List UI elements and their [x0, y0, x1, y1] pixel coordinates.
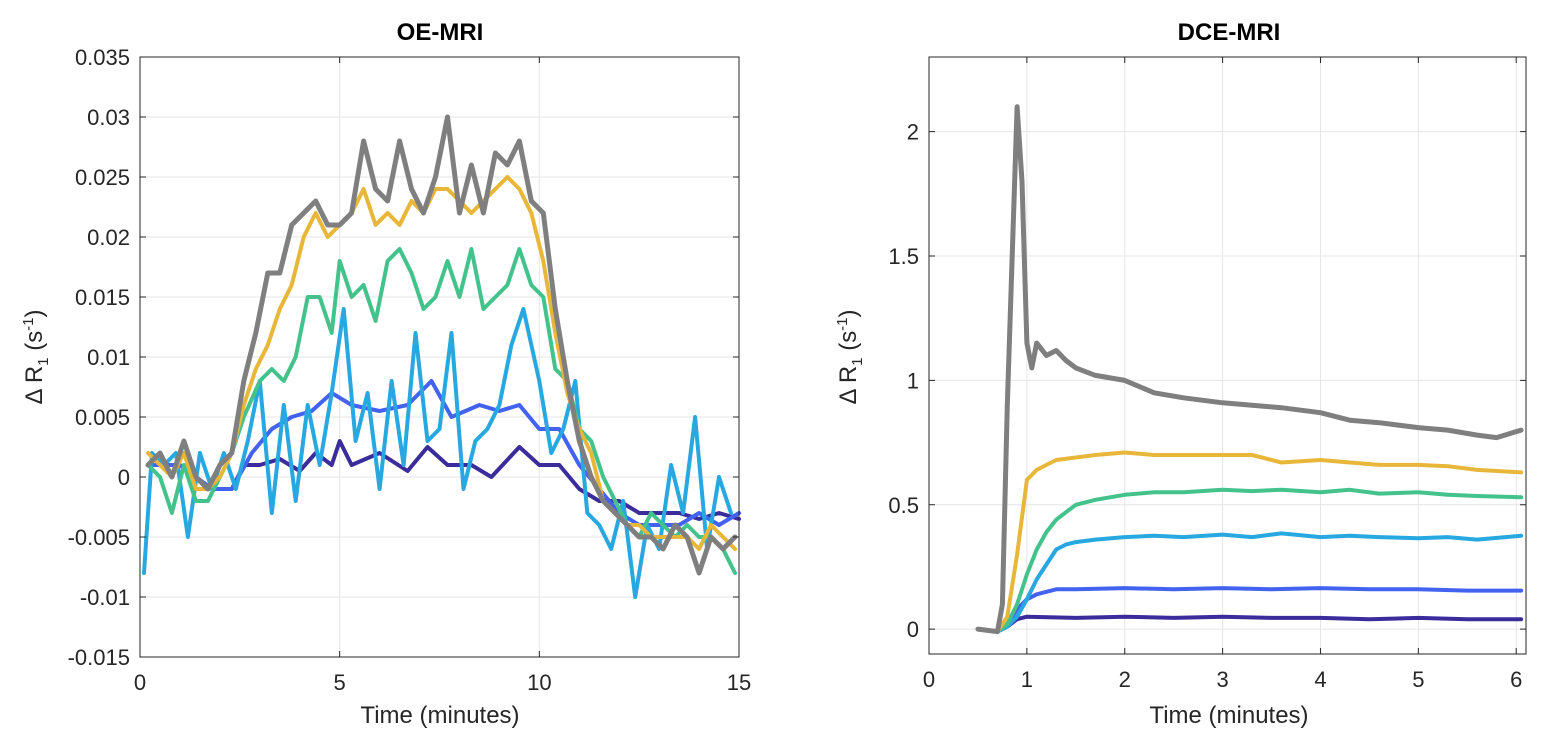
y-tick-label: 0.035 — [75, 45, 130, 70]
oe-mri-title: OE-MRI — [397, 19, 484, 46]
series-navy-line — [146, 439, 741, 521]
ylabel-suffix: ) — [21, 309, 48, 317]
x-tick-label: 6 — [1510, 667, 1522, 692]
x-tick-label: 0 — [134, 670, 146, 695]
x-tick-label: 15 — [727, 670, 751, 695]
series-cyan-line — [142, 307, 733, 599]
ylabel-prefix: Δ R — [835, 366, 862, 405]
oe-mri-xlabel: Time (minutes) — [360, 702, 519, 729]
x-tick-label: 10 — [527, 670, 551, 695]
ylabel-subscript: 1 — [35, 357, 52, 365]
series-yellow-line — [975, 450, 1524, 634]
dce-mri-panel: DCE-MRI 0 1 2 3 4 5 600.511.52 Time (minutes) … — [834, 19, 1527, 729]
dce-mri-ticks: 0 1 2 3 4 5 6 0 0.5 1 1.5 2 — [888, 57, 1526, 692]
oe-mri-series — [142, 114, 741, 599]
oe-mri-ticks: 0 5 10 15 -0.015 -0.01 -0.005 0 0.005 0.01 0.015 0.… — [68, 45, 752, 695]
ylabel-superscript: -1 — [834, 317, 851, 330]
y-tick-label: -0.01 — [80, 585, 130, 610]
ylabel-subscript: 1 — [849, 357, 866, 365]
ylabel-mid: (s — [835, 331, 862, 358]
x-tick-label: 0 — [923, 667, 935, 692]
y-tick-label: 0 — [907, 617, 919, 642]
y-tick-label: 0.03 — [87, 105, 130, 130]
dce-mri-ylabel: Δ R1 (s-1) — [834, 309, 866, 404]
y-tick-label: 0 — [118, 465, 130, 490]
x-tick-label: 5 — [1412, 667, 1424, 692]
dce-mri-title: DCE-MRI — [1178, 19, 1281, 46]
series-yellow-line — [146, 175, 737, 551]
x-tick-label: 4 — [1314, 667, 1326, 692]
series-blue-line — [975, 586, 1524, 634]
y-tick-label: 0.5 — [888, 493, 919, 518]
series-cyan-line — [975, 531, 1524, 634]
y-tick-label: 0.02 — [87, 225, 130, 250]
y-tick-label: -0.005 — [68, 525, 130, 550]
y-tick-label: 2 — [907, 120, 919, 145]
dce-mri-series — [975, 104, 1524, 635]
ylabel-mid: (s — [21, 331, 48, 358]
oe-mri-panel: OE-MRI 0 5 10 15 -0.015 -0.01 -0.005 0 0.005 0.01… — [20, 19, 751, 729]
x-tick-label: 2 — [1119, 667, 1131, 692]
y-tick-label: 0.015 — [75, 285, 130, 310]
series-green-line — [975, 487, 1524, 634]
ylabel-suffix: ) — [835, 309, 862, 317]
ylabel-superscript: -1 — [20, 317, 37, 330]
y-tick-label: 0.025 — [75, 165, 130, 190]
y-tick-label: 0.01 — [87, 345, 130, 370]
y-tick-label: 0.005 — [75, 405, 130, 430]
x-tick-label: 3 — [1216, 667, 1228, 692]
oe-mri-ylabel: Δ R1 (s-1) — [20, 309, 52, 404]
y-tick-label: -0.015 — [68, 645, 130, 670]
ylabel-prefix: Δ R — [21, 366, 48, 405]
y-tick-label: 1.5 — [888, 244, 919, 269]
series-gray-line — [145, 114, 738, 576]
x-tick-label: 1 — [1021, 667, 1033, 692]
series-gray-line — [975, 104, 1524, 635]
dce-mri-xlabel: Time (minutes) — [1149, 702, 1308, 729]
y-tick-label: 1 — [907, 368, 919, 393]
x-tick-label: 5 — [334, 670, 346, 695]
dce-mri-plot-box — [928, 56, 1527, 655]
